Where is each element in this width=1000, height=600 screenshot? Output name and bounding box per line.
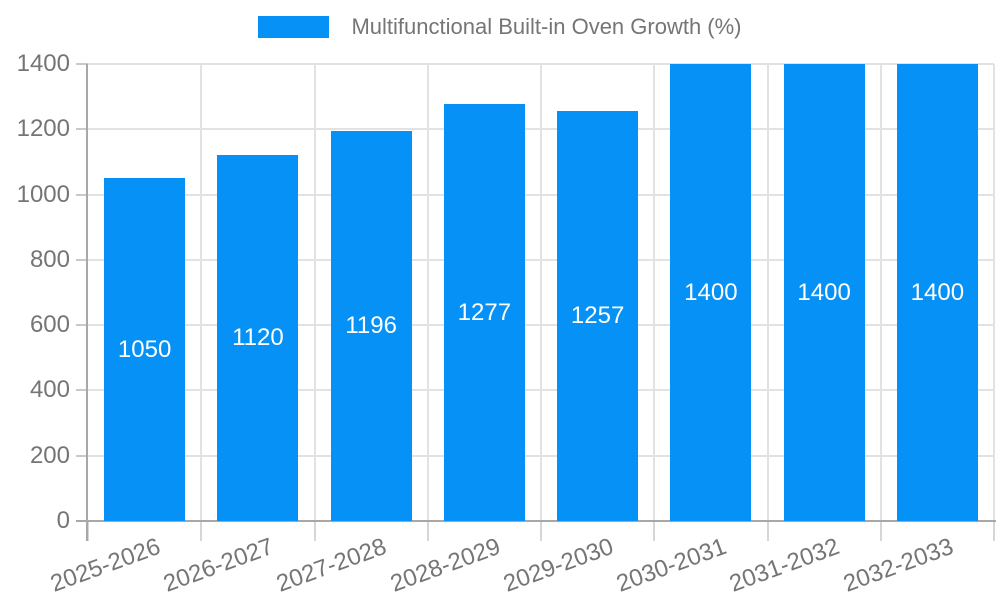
y-axis-tick: [76, 389, 88, 392]
y-axis-line: [86, 64, 88, 541]
x-axis-tick: [426, 521, 429, 541]
bar[interactable]: [330, 130, 412, 521]
x-gridline: [653, 64, 656, 521]
x-axis-line: [76, 520, 996, 522]
bar[interactable]: [217, 155, 299, 521]
x-axis-label: 2029-2030: [499, 533, 617, 598]
x-axis-tick: [766, 521, 769, 541]
x-axis-label: 2026-2027: [160, 533, 278, 598]
x-gridline: [540, 64, 542, 521]
bar[interactable]: [783, 64, 865, 521]
x-axis-tick: [653, 521, 656, 541]
x-axis-tick: [313, 521, 316, 541]
y-axis-tick: [76, 454, 88, 457]
x-axis-tick: [540, 521, 542, 541]
bar[interactable]: [670, 64, 752, 521]
y-axis-label: 0: [56, 507, 70, 534]
x-axis-label: 2025-2026: [46, 533, 164, 598]
y-axis-tick: [76, 324, 88, 327]
y-axis-tick: [76, 258, 88, 261]
x-axis-label: 2027-2028: [273, 533, 391, 598]
y-axis-label: 1400: [16, 50, 70, 77]
x-gridline: [766, 64, 769, 521]
x-gridline: [313, 64, 316, 521]
y-axis-tick: [76, 193, 88, 196]
x-axis-label: 2031-2032: [726, 533, 844, 598]
x-axis-label: 2028-2029: [386, 533, 504, 598]
legend-swatch-icon: [258, 16, 330, 38]
x-gridline: [993, 64, 995, 521]
bar[interactable]: [896, 64, 978, 521]
x-axis-label: 2032-2033: [839, 533, 957, 598]
x-gridline: [879, 64, 882, 521]
y-axis-label: 200: [29, 441, 70, 469]
legend-label: Multifunctional Built-in Oven Growth (%): [351, 14, 742, 39]
bar[interactable]: [104, 178, 186, 521]
bar[interactable]: [443, 104, 525, 521]
y-axis-label: 800: [29, 245, 70, 273]
x-axis-tick: [87, 521, 89, 541]
y-axis-label: 600: [29, 311, 70, 339]
y-axis-label: 1200: [16, 115, 70, 143]
x-gridline: [426, 64, 429, 521]
x-axis-tick: [200, 521, 203, 541]
y-axis-label: 1000: [16, 180, 70, 208]
y-axis-label: 400: [29, 376, 70, 404]
bar[interactable]: [557, 110, 639, 521]
x-axis-tick: [993, 521, 995, 541]
y-axis-tick: [76, 63, 88, 65]
x-axis-label: 2030-2031: [613, 533, 731, 598]
legend-item[interactable]: Multifunctional Built-in Oven Growth (%): [0, 14, 1000, 40]
y-axis-tick: [76, 128, 88, 131]
x-gridline: [200, 64, 203, 521]
x-axis-tick: [879, 521, 882, 541]
